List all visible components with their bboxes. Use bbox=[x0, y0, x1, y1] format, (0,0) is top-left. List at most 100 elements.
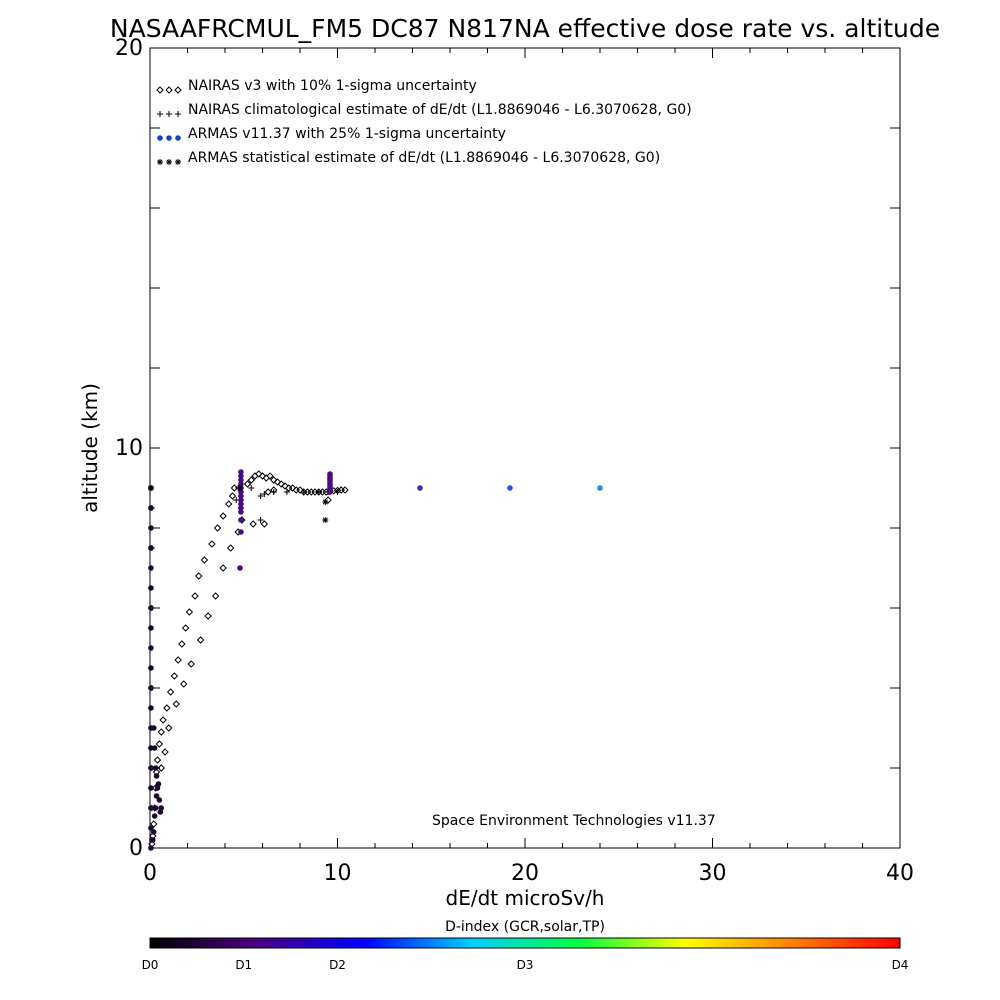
colorbar-label: D0 bbox=[142, 958, 159, 972]
data-point-diamond bbox=[165, 724, 173, 732]
data-point-diamond bbox=[153, 756, 162, 764]
data-point-diamond bbox=[159, 716, 167, 724]
data-point-dot bbox=[148, 765, 154, 771]
data-point-diamond bbox=[260, 520, 269, 528]
data-point-dot bbox=[157, 135, 163, 141]
data-point-plus bbox=[166, 111, 172, 117]
data-point-diamond bbox=[249, 520, 257, 528]
data-point-diamond bbox=[200, 556, 209, 564]
data-point-diamond bbox=[185, 608, 194, 616]
data-point-dot bbox=[158, 805, 165, 811]
data-point-plus bbox=[315, 489, 322, 495]
data-point-diamond bbox=[226, 544, 235, 552]
data-point-diamond bbox=[178, 640, 186, 648]
legend-symbols bbox=[156, 86, 182, 165]
y-axis-label: altitude (km) bbox=[78, 383, 102, 513]
data-point-diamond bbox=[181, 624, 190, 632]
data-point-diamond bbox=[172, 700, 180, 708]
data-point-dot bbox=[148, 585, 154, 591]
data-point-diamond bbox=[196, 636, 205, 644]
data-point-dot bbox=[148, 825, 154, 831]
data-point-diamond bbox=[307, 488, 315, 496]
colorbar bbox=[149, 937, 901, 949]
data-point-dot bbox=[152, 765, 159, 771]
data-point-diamond bbox=[219, 564, 227, 572]
data-point-diamond bbox=[230, 484, 239, 492]
data-point-dot bbox=[238, 517, 244, 523]
data-point-diamond bbox=[247, 476, 255, 484]
data-point-plus bbox=[257, 493, 264, 499]
data-point-diamond bbox=[225, 500, 233, 508]
data-point-diamond bbox=[277, 480, 285, 488]
data-point-diamond bbox=[174, 656, 182, 664]
data-point-dot bbox=[238, 497, 244, 503]
data-point-asterisk bbox=[147, 485, 154, 491]
x-tick-label: 0 bbox=[143, 861, 157, 886]
data-point-diamond bbox=[255, 470, 263, 478]
data-point-dot bbox=[148, 625, 154, 631]
data-point-diamond bbox=[187, 660, 195, 668]
data-point-diamond bbox=[163, 704, 171, 712]
data-point-dot bbox=[150, 725, 157, 731]
data-point-dot bbox=[148, 605, 154, 611]
legend: NAIRAS v3 with 10% 1-sigma uncertainty N… bbox=[156, 78, 692, 166]
data-point-diamond bbox=[296, 486, 304, 494]
data-point-asterisk bbox=[322, 499, 329, 505]
data-point-dot bbox=[148, 645, 154, 651]
colorbar-labels: D0 D1 D2 D3 D4 bbox=[142, 958, 909, 972]
data-point-diamond bbox=[208, 540, 216, 548]
data-point-diamond bbox=[156, 86, 164, 94]
colorbar-title: D-index (GCR,solar,TP) bbox=[445, 919, 605, 935]
data-point-diamond bbox=[157, 764, 165, 772]
plot-frame bbox=[149, 47, 901, 849]
data-point-dot bbox=[237, 565, 243, 571]
colorbar-label: D1 bbox=[235, 958, 252, 972]
data-point-diamond bbox=[324, 496, 332, 504]
data-point-diamond bbox=[228, 492, 237, 500]
legend-text-nairas-climatology: NAIRAS climatological estimate of dE/dt … bbox=[188, 102, 692, 118]
data-point-diamond bbox=[174, 86, 182, 94]
data-point-dot bbox=[238, 493, 244, 499]
data-point-diamond bbox=[180, 680, 188, 688]
axis-tick-labels: 0 10 20 30 40 0 10 20 bbox=[115, 36, 914, 886]
data-point-diamond bbox=[191, 592, 199, 600]
data-point-dot bbox=[148, 665, 154, 671]
data-point-plus bbox=[334, 489, 341, 495]
colorbar-label: D3 bbox=[517, 958, 534, 972]
data-point-dot bbox=[327, 471, 333, 477]
x-tick-label: 30 bbox=[699, 861, 727, 886]
data-point-diamond bbox=[204, 612, 212, 620]
legend-text-armas-statistical: ARMAS statistical estimate of dE/dt (L1.… bbox=[188, 150, 660, 166]
data-point-dot bbox=[156, 797, 163, 803]
data-point-plus bbox=[248, 485, 255, 491]
data-point-dot bbox=[238, 509, 244, 515]
data-point-dot bbox=[148, 545, 154, 551]
data-point-diamond bbox=[258, 472, 267, 480]
data-point-dot bbox=[148, 705, 154, 711]
data-point-plus bbox=[157, 111, 163, 117]
data-point-dot bbox=[238, 529, 244, 535]
data-point-diamond bbox=[341, 486, 349, 494]
data-point-plus bbox=[175, 111, 181, 117]
data-points bbox=[147, 469, 603, 851]
data-point-dot bbox=[238, 469, 244, 475]
data-point-dot bbox=[238, 501, 244, 507]
axis-ticks bbox=[149, 47, 901, 849]
data-point-diamond bbox=[211, 592, 220, 600]
data-point-dot bbox=[148, 805, 154, 811]
data-point-diamond bbox=[273, 478, 282, 486]
data-point-dot bbox=[166, 135, 172, 141]
data-point-diamond bbox=[165, 86, 173, 94]
data-point-diamond bbox=[161, 748, 169, 756]
data-point-dot bbox=[148, 565, 154, 571]
data-point-diamond bbox=[170, 672, 179, 680]
data-point-dot bbox=[238, 477, 244, 483]
colorbar-label: D4 bbox=[892, 958, 909, 972]
y-tick-label: 10 bbox=[115, 436, 143, 461]
data-point-dot bbox=[507, 485, 513, 491]
data-point-diamond bbox=[157, 728, 165, 736]
data-point-asterisk bbox=[175, 159, 181, 165]
credit-annotation: Space Environment Technologies v11.37 bbox=[432, 813, 716, 829]
data-point-asterisk bbox=[237, 485, 243, 491]
